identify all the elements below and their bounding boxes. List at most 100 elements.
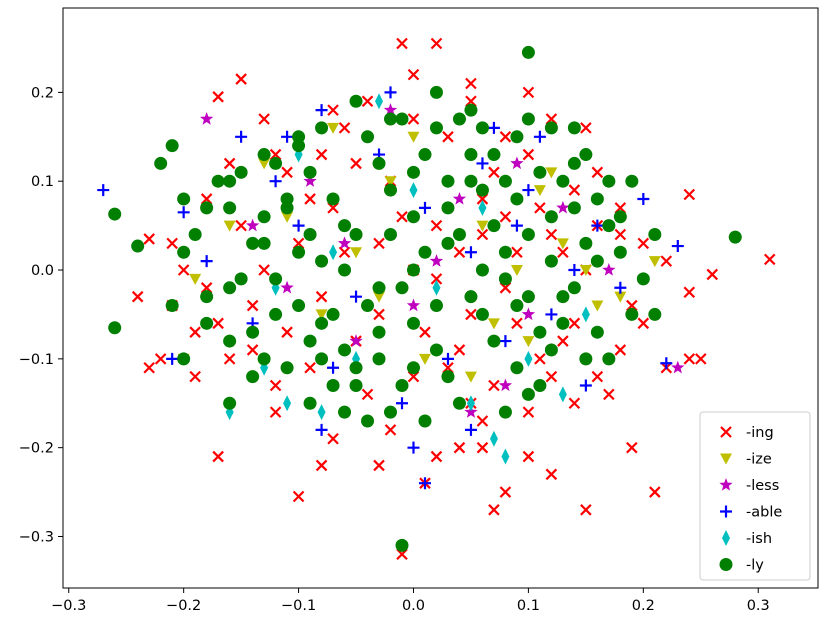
point-ly	[602, 219, 616, 233]
point-able	[235, 130, 248, 143]
point-able	[315, 423, 328, 436]
point-ly	[223, 334, 237, 348]
point-less	[510, 156, 524, 170]
point-ing	[545, 370, 558, 383]
point-ly	[269, 272, 283, 286]
point-ly	[510, 192, 524, 206]
point-ly	[590, 254, 604, 268]
point-able	[579, 379, 592, 392]
point-ly	[326, 307, 340, 321]
point-ing	[304, 361, 316, 374]
point-ing	[350, 157, 362, 170]
point-ly	[361, 414, 375, 428]
point-able	[396, 397, 409, 410]
point-ly	[406, 263, 420, 277]
point-less	[498, 378, 513, 392]
point-ing	[177, 264, 190, 276]
point-ing	[212, 91, 224, 103]
point-ly	[165, 139, 179, 153]
point-ing	[246, 299, 259, 312]
point-ly	[200, 316, 214, 330]
point-ish	[466, 395, 475, 412]
point-ize	[464, 371, 477, 383]
point-ing	[373, 459, 385, 472]
point-able	[441, 352, 454, 365]
point-able	[315, 104, 328, 117]
point-ly	[326, 378, 340, 392]
point-ly	[521, 45, 535, 59]
point-ly	[384, 405, 398, 419]
point-ly	[521, 112, 535, 126]
point-ing	[258, 113, 270, 125]
point-ly	[464, 103, 478, 117]
point-ing	[488, 504, 500, 516]
point-ing	[488, 379, 500, 392]
point-ly	[567, 121, 581, 135]
point-ly	[223, 281, 237, 295]
point-ly	[384, 183, 398, 197]
point-ly	[602, 174, 616, 188]
point-ly	[257, 352, 271, 366]
point-ing	[373, 308, 385, 321]
point-ly	[567, 281, 581, 295]
point-ing	[442, 131, 454, 143]
point-less	[280, 280, 294, 294]
point-ly	[384, 227, 398, 241]
point-ing	[522, 86, 535, 99]
point-ing	[373, 237, 385, 250]
point-ing	[269, 379, 282, 392]
point-ly	[429, 343, 443, 357]
point-ly	[464, 148, 478, 162]
point-ing	[534, 202, 546, 214]
point-ing	[212, 317, 224, 330]
legend-label: -ize	[746, 452, 772, 468]
point-ing	[166, 237, 178, 250]
point-ly	[498, 174, 512, 188]
point-ly	[579, 236, 593, 250]
x-tick-label: 0.3	[747, 598, 770, 614]
x-tick-label: 0.1	[517, 598, 540, 614]
point-ing	[557, 246, 569, 259]
point-ish	[317, 404, 326, 421]
point-able	[464, 246, 477, 259]
point-ing	[453, 344, 466, 356]
point-ly	[418, 414, 432, 428]
point-ing	[695, 353, 707, 365]
legend: -ing -ize -less -able -ish -ly	[699, 411, 811, 581]
point-ly	[234, 272, 248, 286]
point-ly	[246, 370, 260, 384]
point-ly	[475, 307, 489, 321]
point-ing	[476, 415, 489, 427]
point-ing	[453, 246, 466, 259]
point-ly	[510, 130, 524, 144]
point-ly	[257, 210, 271, 224]
point-ize	[614, 291, 627, 303]
point-ly	[200, 201, 214, 215]
point-ish	[432, 279, 441, 296]
series-ize	[177, 122, 661, 383]
point-ly	[475, 183, 489, 197]
point-less	[556, 200, 570, 214]
point-ize	[350, 247, 363, 259]
point-ly	[487, 148, 501, 162]
x-tick-label: −0.3	[51, 598, 86, 614]
point-ing	[338, 246, 351, 259]
point-ing	[626, 441, 638, 454]
point-ize	[510, 265, 523, 277]
point-ly	[533, 325, 547, 339]
legend-item: -able	[720, 505, 782, 521]
point-ing	[568, 317, 581, 330]
point-ly	[406, 210, 420, 224]
point-ish	[581, 306, 590, 323]
point-ly	[303, 227, 317, 241]
point-ing	[637, 237, 650, 250]
point-ly	[372, 156, 386, 170]
point-able	[614, 281, 627, 294]
point-ly	[406, 165, 420, 179]
point-ly	[429, 299, 443, 313]
point-ize	[476, 220, 489, 232]
point-ly	[728, 230, 742, 244]
plot-frame	[62, 7, 819, 589]
point-ing	[557, 335, 569, 347]
point-ing	[407, 113, 420, 125]
